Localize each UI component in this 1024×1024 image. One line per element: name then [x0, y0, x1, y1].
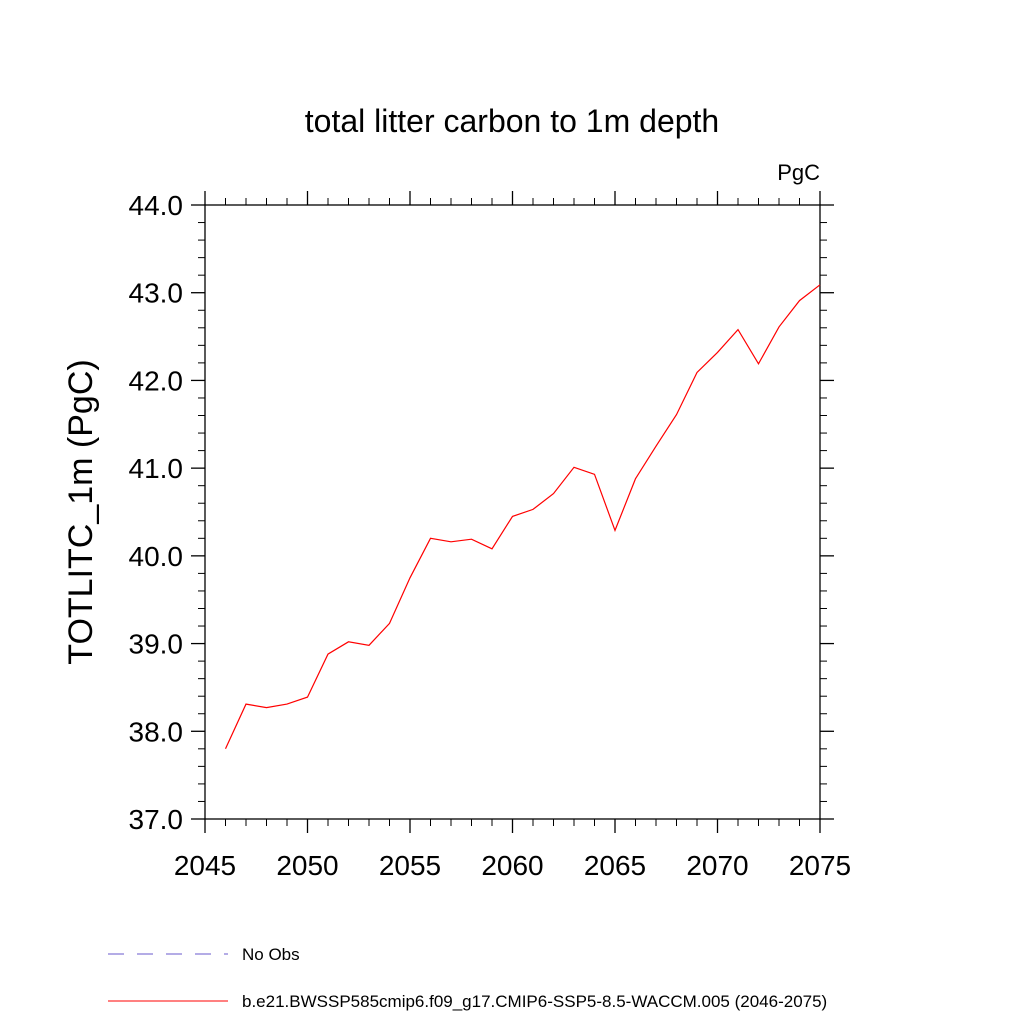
- y-tick-label: 40.0: [129, 541, 184, 572]
- data-point: [245, 703, 247, 705]
- data-point: [778, 326, 780, 328]
- y-tick-label: 38.0: [129, 716, 184, 747]
- x-tick-label: 2060: [481, 850, 543, 881]
- y-tick-label: 37.0: [129, 804, 184, 835]
- data-point: [430, 537, 432, 539]
- plot-frame: [204, 204, 821, 820]
- data-point: [471, 538, 473, 540]
- data-point: [512, 515, 514, 517]
- data-point: [717, 351, 719, 353]
- x-tick-label: 2070: [686, 850, 748, 881]
- legend-label: No Obs: [242, 945, 300, 964]
- data-point: [758, 363, 760, 365]
- data-point: [266, 707, 268, 709]
- data-point: [368, 644, 370, 646]
- chart-title: total litter carbon to 1m depth: [305, 103, 719, 139]
- y-tick-labels: 37.0 38.0 39.0 40.0 41.0 42.0 43.0 44.0: [129, 190, 184, 835]
- y-tick-label: 39.0: [129, 629, 184, 660]
- x-tick-label: 2055: [379, 850, 441, 881]
- data-point: [799, 300, 801, 302]
- data-point: [573, 466, 575, 468]
- data-point: [614, 529, 616, 531]
- data-point: [737, 329, 739, 331]
- data-point: [327, 653, 329, 655]
- y-tick-label: 41.0: [129, 453, 184, 484]
- data-point: [819, 284, 821, 286]
- data-point: [409, 577, 411, 579]
- x-tick-label: 2075: [789, 850, 851, 881]
- data-point: [450, 541, 452, 543]
- series-layer: [224, 284, 821, 750]
- data-point: [553, 493, 555, 495]
- minor-ticks: [198, 198, 827, 826]
- data-point: [348, 641, 350, 643]
- y-tick-label: 44.0: [129, 190, 184, 221]
- x-tick-label: 2065: [584, 850, 646, 881]
- data-point: [696, 372, 698, 374]
- x-tick-labels: 2045 2050 2055 2060 2065 2070 2075: [174, 850, 851, 881]
- data-point: [655, 445, 657, 447]
- data-point: [286, 703, 288, 705]
- units-label: PgC: [777, 160, 820, 185]
- major-ticks: [191, 191, 834, 833]
- x-tick-label: 2050: [276, 850, 338, 881]
- y-tick-label: 43.0: [129, 278, 184, 309]
- data-point: [594, 473, 596, 475]
- data-point: [491, 548, 493, 550]
- data-point: [389, 622, 391, 624]
- data-point: [635, 478, 637, 480]
- legend: No Obs b.e21.BWSSP585cmip6.f09_g17.CMIP6-…: [108, 945, 827, 1011]
- y-tick-label: 42.0: [129, 365, 184, 396]
- x-tick-label: 2045: [174, 850, 236, 881]
- data-point: [532, 508, 534, 510]
- legend-label: b.e21.BWSSP585cmip6.f09_g17.CMIP6-SSP5-8…: [242, 992, 827, 1011]
- data-point: [307, 696, 309, 698]
- series-line: [224, 284, 821, 750]
- data-point: [676, 414, 678, 416]
- data-point: [225, 748, 227, 750]
- y-axis-label: TOTLITC_1m (PgC): [62, 359, 100, 664]
